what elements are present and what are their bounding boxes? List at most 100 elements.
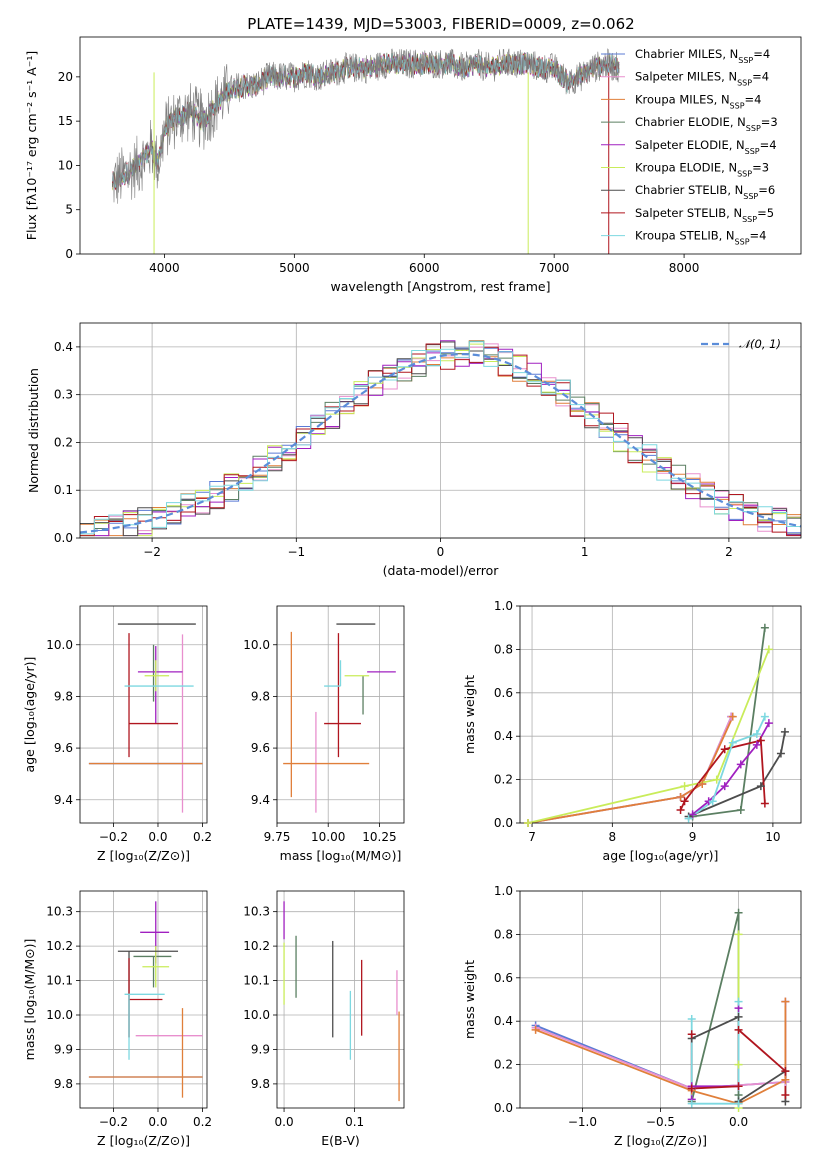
y-tick-label: 0.2 xyxy=(494,1058,513,1072)
series-line-kroupa_stelib xyxy=(690,1001,740,1105)
x-tick-label: 10.25 xyxy=(362,830,396,844)
series-marker-kroupa_stelib xyxy=(752,730,761,739)
y-tick-label: 9.8 xyxy=(251,1077,270,1091)
series-marker-salpeter_stelib xyxy=(734,1082,743,1091)
x-tick-label: 0.0 xyxy=(148,830,167,844)
x-tick-label: 5000 xyxy=(279,261,310,275)
axes-frame xyxy=(519,890,802,1109)
panel-massweight_vs_Z: −1.0 −0.5 0.0 0.0 0.2 0.4 0.6 0.8 1.0 Z [log₁₀(Z/… xyxy=(462,884,802,1148)
x-tick-label: 1 xyxy=(581,545,589,559)
series-marker-kroupa_miles xyxy=(698,779,707,788)
series-marker-salpeter_stelib xyxy=(676,805,685,814)
x-axis-label: E(B-V) xyxy=(321,1133,360,1148)
x-tick-label: 0 xyxy=(437,545,445,559)
y-tick-label: 9.8 xyxy=(54,1077,73,1091)
series-line-chabrier_stelib xyxy=(688,731,786,818)
panel-age_vs_mass: 9.75 10.00 10.25 9.4 9.6 9.8 10.0 mass [log₁₀(M… xyxy=(243,605,405,863)
y-tick-label: 0.2 xyxy=(494,773,513,787)
axes-frame xyxy=(79,322,802,539)
legend-entry: Kroupa MILES, NSSP=4 xyxy=(635,92,761,110)
x-tick-label: 6000 xyxy=(409,261,440,275)
y-tick-label: 0.4 xyxy=(54,340,73,354)
series-marker-salpeter_stelib xyxy=(760,799,769,808)
y-tick-label: 0 xyxy=(65,247,73,261)
normal-curve xyxy=(80,352,801,534)
y-axis-label: Flux [fλ10⁻¹⁷ erg cm⁻² s⁻¹ A⁻¹] xyxy=(24,51,39,240)
series-marker-salpeter_elodie xyxy=(752,740,761,749)
y-tick-label: 10.2 xyxy=(243,939,270,953)
series-marker-kroupa_miles xyxy=(728,712,737,721)
x-axis-label: age [log₁₀(age/yr)] xyxy=(603,848,719,863)
y-tick-label: 9.6 xyxy=(54,741,73,755)
y-tick-label: 10.1 xyxy=(243,974,270,988)
axes-frame xyxy=(276,890,405,1109)
x-tick-label: 0.1 xyxy=(345,1115,364,1129)
y-tick-label: 0.8 xyxy=(494,927,513,941)
y-tick-label: 10.0 xyxy=(46,638,73,652)
x-tick-label: 8 xyxy=(609,830,617,844)
series-marker-kroupa_miles xyxy=(781,1075,790,1084)
series-marker-salpeter_stelib xyxy=(781,1067,790,1076)
x-axis-label: Z [log₁₀(Z/Z⊙)] xyxy=(97,1133,190,1148)
x-tick-label: 7000 xyxy=(539,261,570,275)
y-tick-label: 5 xyxy=(65,203,73,217)
series-marker-kroupa_stelib xyxy=(708,797,717,806)
legend: Chabrier MILES, NSSP=4 Salpeter MILES, NS… xyxy=(601,47,778,246)
x-tick-label: 0.0 xyxy=(148,1115,167,1129)
x-tick-label: 10.00 xyxy=(311,830,345,844)
series-marker-kroupa_miles xyxy=(531,1025,540,1034)
y-tick-label: 0.4 xyxy=(494,1014,513,1028)
x-tick-label: 2 xyxy=(725,545,733,559)
y-tick-label: 9.4 xyxy=(54,793,73,807)
y-tick-label: 0.0 xyxy=(494,816,513,830)
data-spectrum-line xyxy=(112,48,620,204)
x-axis-label: (data-model)/error xyxy=(383,563,500,578)
axes-frame xyxy=(79,36,802,255)
y-axis-label: age [log₁₀(age/yr)] xyxy=(22,657,37,773)
panel-mass_vs_Z: −0.2 0.0 0.2 9.8 9.9 10.0 10.1 10.2 10.3 Z [log₁₀… xyxy=(22,890,212,1148)
x-tick-label: 0.0 xyxy=(729,1115,748,1129)
series-marker-kroupa_stelib xyxy=(728,738,737,747)
y-tick-label: 10.0 xyxy=(46,1008,73,1022)
x-tick-label: 7 xyxy=(528,830,536,844)
y-tick-label: 9.9 xyxy=(251,1042,270,1056)
y-tick-label: 0.0 xyxy=(494,1101,513,1115)
x-tick-label: −0.5 xyxy=(646,1115,675,1129)
y-tick-label: 10.3 xyxy=(243,905,270,919)
legend-entry: Chabrier STELIB, NSSP=6 xyxy=(635,183,775,201)
series-marker-chabrier_elodie xyxy=(734,908,743,917)
x-tick-label: 0.2 xyxy=(193,830,212,844)
y-tick-label: 0.2 xyxy=(54,435,73,449)
x-tick-label: 9 xyxy=(689,830,697,844)
legend-entry: 𝒩(0, 1) xyxy=(739,337,781,351)
series-marker-chabrier_stelib xyxy=(776,749,785,758)
legend-entry: Kroupa STELIB, NSSP=4 xyxy=(635,229,766,247)
series-marker-salpeter_stelib xyxy=(734,1025,743,1034)
y-tick-label: 1.0 xyxy=(494,884,513,898)
series-line-kroupa_miles xyxy=(527,716,734,823)
y-axis-label: mass [log₁₀(M/M⊙)] xyxy=(22,939,37,1061)
y-tick-label: 0.0 xyxy=(54,531,73,545)
y-tick-label: 9.6 xyxy=(251,741,270,755)
series-marker-salpeter_elodie xyxy=(688,810,697,819)
x-axis-label: wavelength [Angstrom, rest frame] xyxy=(330,279,550,294)
x-tick-label: −2 xyxy=(143,545,161,559)
x-tick-label: 8000 xyxy=(669,261,700,275)
series-marker-chabrier_stelib xyxy=(734,1012,743,1021)
y-tick-label: 9.8 xyxy=(251,689,270,703)
series-marker-salpeter_stelib xyxy=(756,736,765,745)
x-tick-label: −0.2 xyxy=(99,1115,128,1129)
series-line-chabrier_elodie xyxy=(690,912,740,1102)
series-marker-kroupa_stelib xyxy=(734,997,743,1006)
y-tick-label: 0.6 xyxy=(494,971,513,985)
legend-entry: Salpeter STELIB, NSSP=5 xyxy=(635,206,774,224)
series-marker-kroupa_elodie xyxy=(712,775,721,784)
x-tick-label: 10 xyxy=(765,830,780,844)
x-tick-label: 9.75 xyxy=(264,830,291,844)
y-tick-label: 20 xyxy=(58,70,73,84)
x-axis-label: Z [log₁₀(Z/Z⊙)] xyxy=(97,848,190,863)
plot-area xyxy=(112,48,620,254)
series-marker-kroupa_miles xyxy=(781,997,790,1006)
axes-frame xyxy=(276,605,405,824)
